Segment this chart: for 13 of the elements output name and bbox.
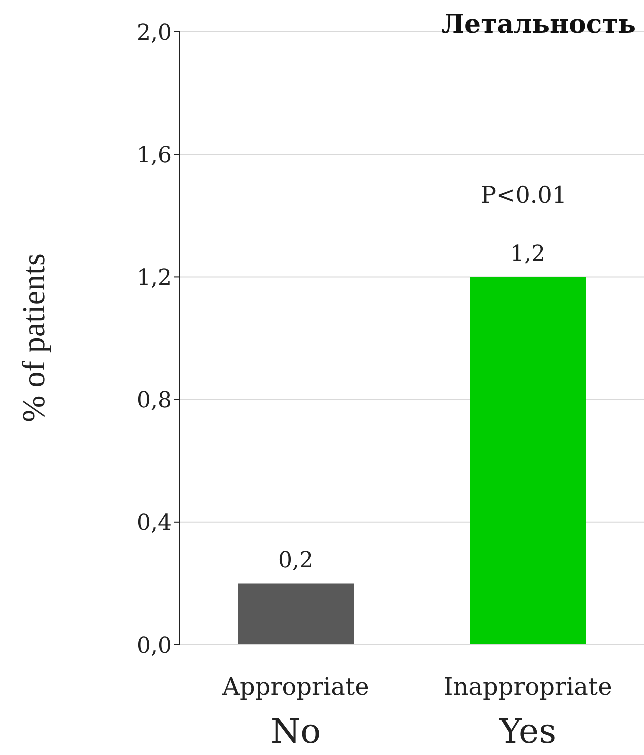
annotation: P<0.01 xyxy=(481,183,567,209)
x-tick-label: Inappropriate Yes xyxy=(444,673,612,752)
y-tick-label: 2,0 xyxy=(137,20,172,46)
y-tick-label: 1,6 xyxy=(137,143,172,168)
y-axis-title: % of patients xyxy=(16,254,52,422)
data-label: 0,2 xyxy=(278,548,314,574)
x-tick-label: Appropriate No xyxy=(222,673,370,752)
y-tick-label: 1,2 xyxy=(137,266,172,292)
data-label: 1,2 xyxy=(510,242,546,268)
chart-title: Летальность xyxy=(442,10,636,40)
y-tick-label: 0,8 xyxy=(137,388,172,414)
y-tick-label: 0,0 xyxy=(137,634,172,659)
y-tick-label: 0,4 xyxy=(137,511,172,536)
